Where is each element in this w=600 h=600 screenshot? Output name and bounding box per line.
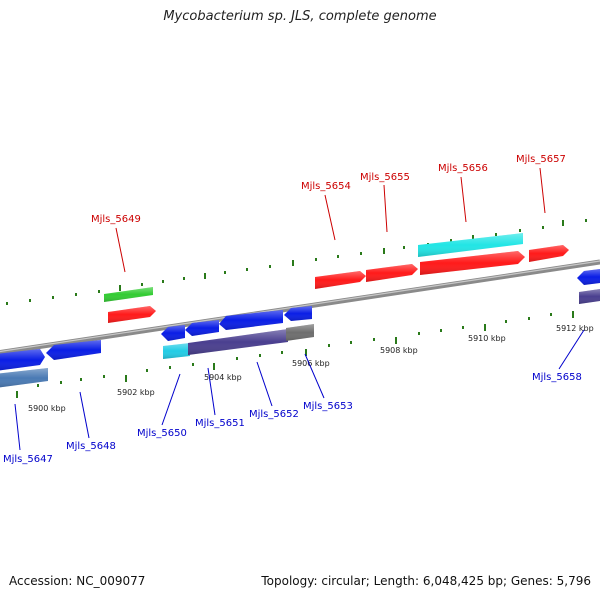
tick-label: 5900 kbp: [28, 404, 66, 413]
gene-label-mjls-5647[interactable]: Mjls_5647: [3, 454, 53, 465]
gene-label-mjls-5648[interactable]: Mjls_5648: [66, 441, 116, 452]
gene-labels: Mjls_5649 Mjls_5654 Mjls_5655 Mjls_5656 …: [3, 154, 582, 465]
gene-label-mjls-5654[interactable]: Mjls_5654: [301, 181, 351, 192]
gene-label-mjls-5649[interactable]: Mjls_5649: [91, 214, 141, 225]
reverse-genes: [0, 269, 600, 388]
forward-guide-dots: [6, 219, 587, 305]
tick-5906: [305, 349, 307, 356]
tick-label: 5910 kbp: [468, 334, 506, 343]
accession-text: Accession: NC_009077: [9, 574, 146, 588]
leader-lines: [14, 167, 585, 451]
tick-label: 5908 kbp: [380, 346, 418, 355]
tick-label: 5904 kbp: [204, 373, 242, 382]
tick-5912: [572, 311, 574, 318]
tick-5902: [125, 375, 127, 382]
gene-label-mjls-5652[interactable]: Mjls_5652: [249, 409, 299, 420]
major-ticks: [16, 311, 574, 398]
tick-labels: 5900 kbp 5902 kbp 5904 kbp 5906 kbp 5908…: [28, 324, 594, 413]
genome-summary-text: Topology: circular; Length: 6,048,425 bp…: [261, 574, 591, 588]
map-title: Mycobacterium sp. JLS, complete genome: [163, 9, 437, 24]
gene-label-mjls-5657[interactable]: Mjls_5657: [516, 154, 566, 165]
gene-label-mjls-5655[interactable]: Mjls_5655: [360, 172, 410, 183]
gene-label-mjls-5651[interactable]: Mjls_5651: [195, 418, 245, 429]
tick-5904: [213, 363, 215, 370]
gene-label-mjls-5650[interactable]: Mjls_5650: [137, 428, 187, 439]
forward-genes: [104, 233, 569, 323]
tick-label: 5906 kbp: [292, 359, 330, 368]
reverse-guide-dots: [37, 313, 552, 387]
tick-5908: [395, 337, 397, 344]
tick-5910: [484, 324, 486, 331]
gene-label-mjls-5653[interactable]: Mjls_5653: [303, 401, 353, 412]
tick-5900: [16, 391, 18, 398]
tick-label: 5902 kbp: [117, 388, 155, 397]
gene-label-mjls-5656[interactable]: Mjls_5656: [438, 163, 488, 174]
gene-label-mjls-5658[interactable]: Mjls_5658: [532, 372, 582, 383]
tick-label: 5912 kbp: [556, 324, 594, 333]
